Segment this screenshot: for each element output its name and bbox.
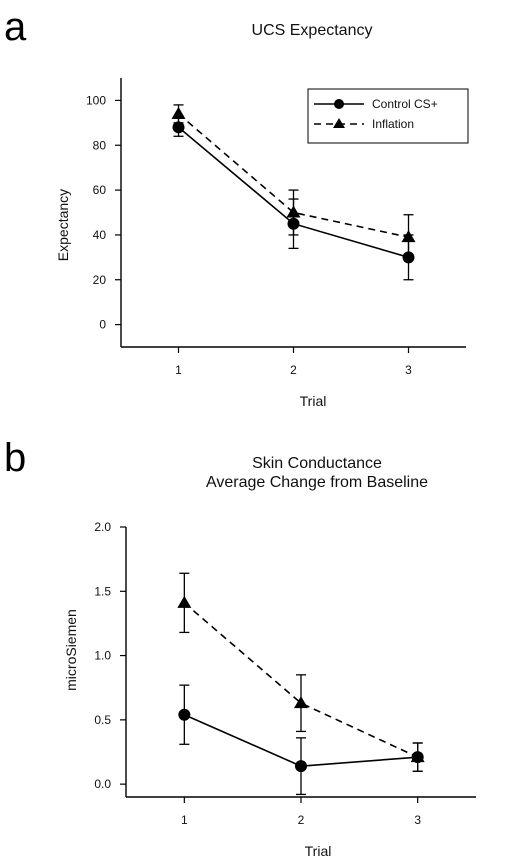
panel-a-legend-label: Control CS+: [372, 97, 438, 111]
panel-a-series-2-point: [171, 106, 186, 119]
panel-b-subtitle: Average Change from Baseline: [206, 474, 428, 491]
panel-a-y-tick-label: 100: [86, 93, 106, 107]
panel-b-title: Skin Conductance: [252, 455, 382, 472]
panel-a-y-tick-label: 60: [93, 183, 107, 197]
panel-b-y-tick-label: 1.0: [94, 649, 111, 663]
panel-b-y-tick-label: 0.0: [94, 777, 111, 791]
panel-a-y-axis-label: Expectancy: [55, 189, 71, 261]
panel-a-series-2-point: [401, 230, 416, 243]
panel-a-title: UCS Expectancy: [252, 22, 373, 39]
panel-b-series-1-point: [295, 760, 307, 773]
panel-a-y-tick-label: 0: [99, 318, 106, 332]
panel-b-series-2-point: [177, 595, 192, 608]
panel-a-series-2-line: [177, 113, 409, 238]
panel-b-series-2-point: [294, 696, 308, 709]
panel-a-y-tick-label: 80: [93, 138, 107, 152]
panel-a-x-tick-label: 1: [175, 363, 182, 377]
panel-b-x-tick-label: 3: [414, 813, 421, 827]
panel-a-letter: a: [4, 5, 27, 49]
panel-a-y-tick-label: 20: [93, 273, 107, 287]
panel-b-plot: 0.0 0.5 1.0 1.5 2.0 1 2 3: [94, 520, 476, 827]
panel-a-legend-marker: [333, 118, 345, 128]
panel-b-x-axis-label: Trial: [305, 843, 332, 859]
panel-a-x-tick-label: 2: [290, 363, 297, 377]
panel-a-series-2-point: [286, 205, 301, 218]
panel-b-series-1-point: [178, 708, 191, 721]
panel-b-letter: b: [4, 436, 26, 480]
panel-a-legend-box: [307, 88, 469, 144]
panel-a-legend-marker: [334, 99, 344, 109]
panel-a-series-1-point: [172, 121, 185, 134]
panel-a-x-axis-label: Trial: [300, 393, 327, 409]
panel-b-x-tick-label: 1: [181, 813, 188, 827]
panel-a-legend-label: Inflation: [372, 117, 414, 131]
panel-b-y-tick-label: 0.5: [94, 713, 111, 727]
panel-b-series-2-point: [410, 750, 425, 763]
panel-b-x-tick-label: 2: [298, 813, 305, 827]
panel-a-y-tick-label: 40: [93, 228, 107, 242]
panel-b-series-2-line: [183, 602, 419, 758]
panel-a-x-tick-label: 3: [405, 363, 412, 377]
panel-b-y-tick-label: 2.0: [94, 520, 111, 534]
panel-b-y-axis-label: microSiemen: [63, 609, 79, 691]
panel-a-plot: 0 20 40 60 80 100 1 2 3 Control CS+ Inflation: [86, 78, 469, 377]
panel-b-y-tick-label: 1.5: [94, 584, 111, 598]
